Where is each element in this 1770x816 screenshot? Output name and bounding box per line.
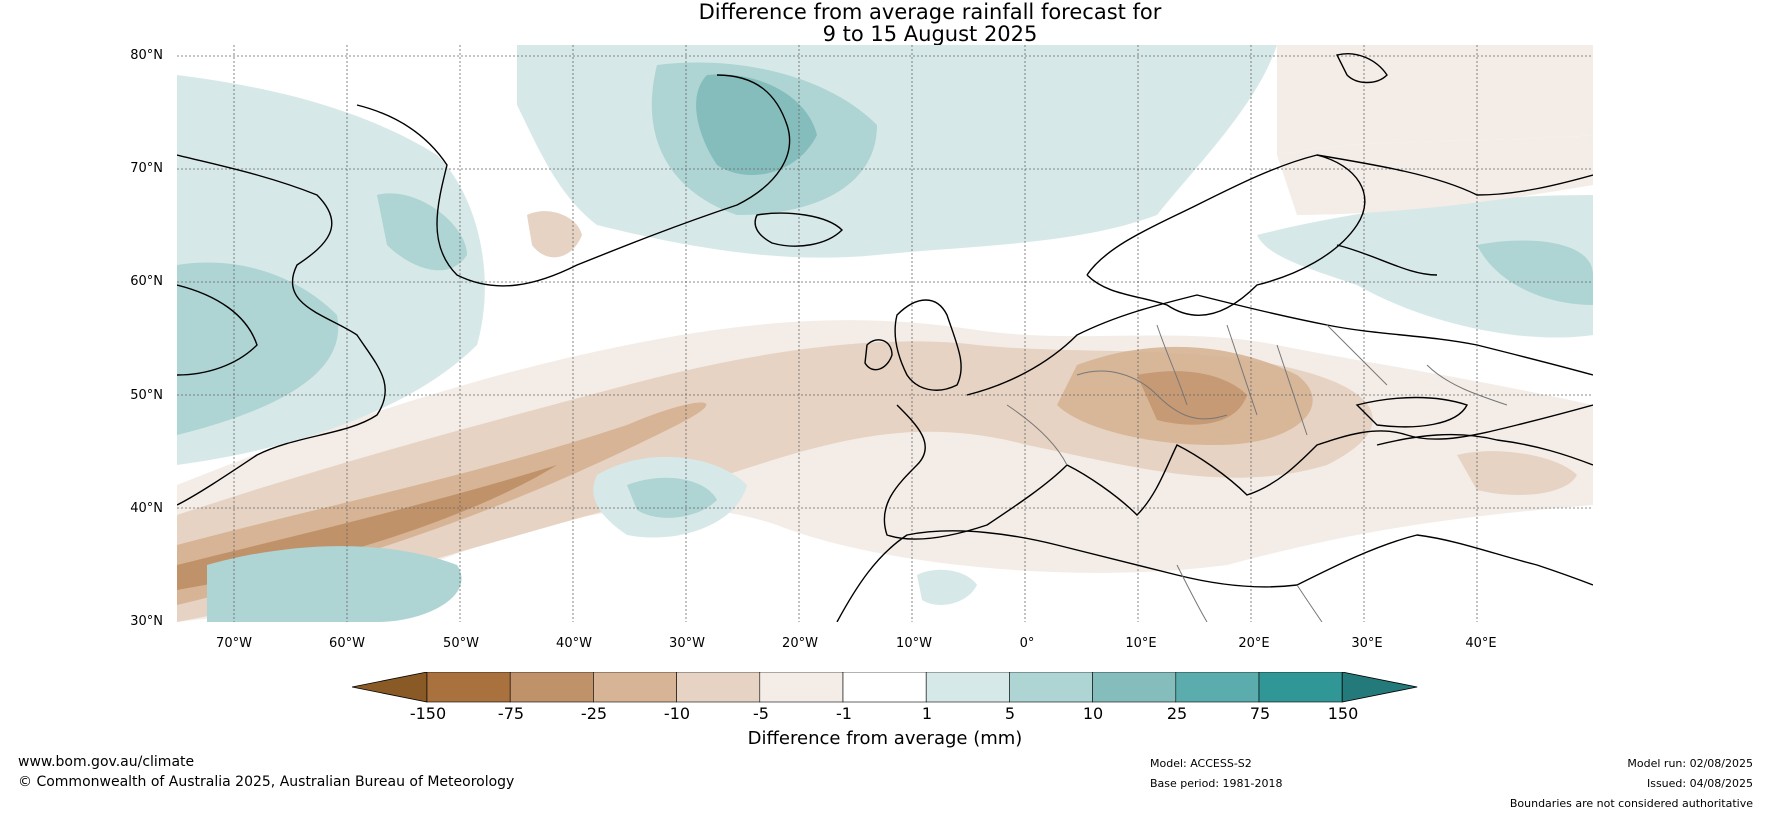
legend-tick: -25	[580, 704, 608, 723]
legend-swatch	[352, 672, 428, 703]
legend-tick: 25	[1166, 704, 1188, 723]
website-text: www.bom.gov.au/climate	[18, 754, 195, 770]
legend-tick: -10	[663, 704, 691, 723]
legend-swatch	[676, 672, 761, 703]
issued-text: Issued: 04/08/2025	[1646, 777, 1753, 790]
legend-swatch	[842, 672, 927, 703]
legend-label: Difference from average (mm)	[747, 728, 1023, 749]
legend-tick: 1	[921, 704, 933, 723]
lon-label-20w: 20°W	[782, 636, 818, 651]
legend-tick: -5	[753, 704, 769, 723]
lon-label-40w: 40°W	[556, 636, 592, 651]
lon-label-50w: 50°W	[443, 636, 479, 651]
color-legend-bar	[352, 672, 1418, 703]
legend-swatch	[426, 672, 511, 703]
legend-swatch	[1258, 672, 1343, 703]
disclaimer-text: Boundaries are not considered authoritat…	[1509, 797, 1753, 810]
legend-swatch	[925, 672, 1010, 703]
title-line-1: Difference from average rainfall forecas…	[698, 0, 1162, 24]
lon-label-30e: 30°E	[1351, 636, 1383, 651]
lon-label-10w: 10°W	[896, 636, 932, 651]
country-borders	[1006, 324, 1508, 622]
title-line-2: 9 to 15 August 2025	[822, 22, 1038, 46]
legend-tick: 10	[1082, 704, 1104, 723]
legend-swatch	[1009, 672, 1093, 703]
rainfall-anomaly-map	[177, 45, 1593, 622]
legend-tick: -75	[497, 704, 525, 723]
legend-tick: 150	[1327, 704, 1359, 723]
legend-swatch	[1341, 672, 1418, 703]
legend-tick: -1	[836, 704, 852, 723]
legend-tick: -150	[409, 704, 447, 723]
model-text: Model: ACCESS-S2	[1150, 757, 1252, 770]
lon-label-40e: 40°E	[1465, 636, 1497, 651]
base-period-text: Base period: 1981-2018	[1150, 777, 1283, 790]
legend-swatch	[1175, 672, 1260, 703]
copyright-text: © Commonwealth of Australia 2025, Austra…	[18, 774, 515, 790]
lat-label-80n: 80°N	[130, 48, 163, 63]
legend-swatch	[509, 672, 594, 703]
coastlines	[177, 53, 1593, 622]
legend-tick: 5	[1004, 704, 1016, 723]
lon-label-70w: 70°W	[216, 636, 252, 651]
lat-label-50n: 50°N	[130, 388, 163, 403]
legend-swatch	[759, 672, 844, 703]
lat-label-40n: 40°N	[130, 501, 163, 516]
lon-label-0: 0°	[1019, 636, 1035, 651]
legend-tick: 75	[1249, 704, 1271, 723]
legend-swatch	[593, 672, 677, 703]
lon-label-10e: 10°E	[1125, 636, 1157, 651]
legend-label-wrap: Difference from average (mm)	[0, 728, 1770, 749]
graticule	[177, 45, 1593, 622]
model-run-text: Model run: 02/08/2025	[1627, 757, 1753, 770]
lon-label-30w: 30°W	[669, 636, 705, 651]
lon-label-60w: 60°W	[329, 636, 365, 651]
lat-label-70n: 70°N	[130, 161, 163, 176]
lat-label-30n: 30°N	[130, 614, 163, 629]
lat-label-60n: 60°N	[130, 274, 163, 289]
legend-swatch	[1092, 672, 1177, 703]
anomaly-contours	[177, 45, 1593, 622]
lon-label-20e: 20°E	[1238, 636, 1270, 651]
